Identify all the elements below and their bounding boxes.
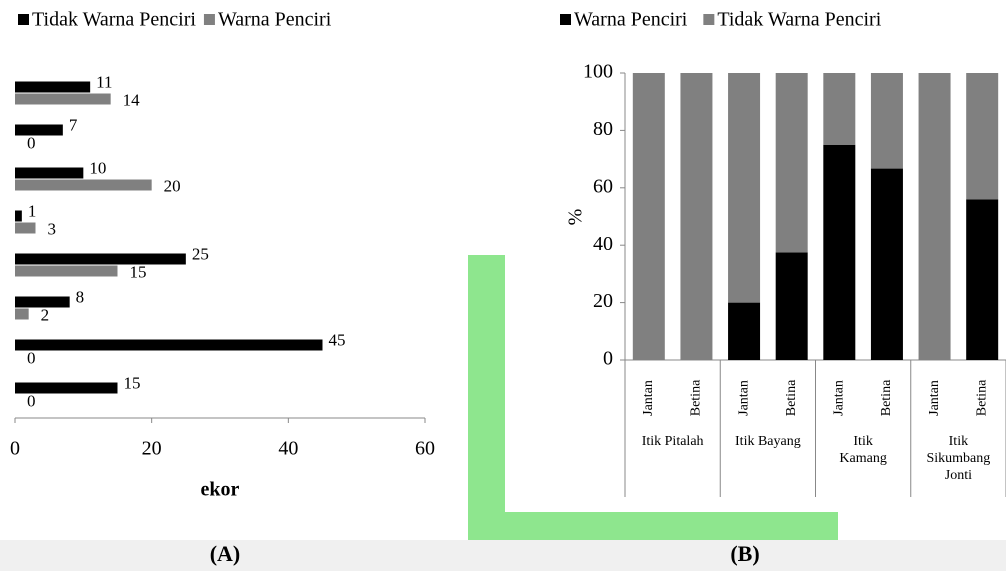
y-tick-label: 20: [593, 290, 613, 312]
bar-segment: [966, 199, 998, 360]
data-label: 1: [28, 201, 37, 220]
group-label: Itik Bayang: [735, 434, 801, 449]
legend-label: Tidak Warna Penciri: [717, 9, 881, 31]
bar: [15, 82, 90, 93]
group-label: Itik Pitalah: [642, 434, 704, 449]
data-label: 14: [123, 90, 140, 109]
caption-band: [0, 540, 1006, 571]
legend-swatch: [204, 14, 215, 25]
bar: [15, 266, 118, 277]
bar: [15, 168, 83, 179]
x-tick-label: Jantan: [832, 380, 847, 416]
data-label: 20: [164, 176, 181, 195]
x-tick-label: 60: [415, 438, 435, 460]
data-label: 45: [329, 330, 346, 349]
y-tick-label: 100: [583, 61, 613, 83]
data-label: 0: [27, 391, 36, 410]
bar-segment: [823, 145, 855, 360]
bar-segment: [966, 73, 998, 199]
x-tick-label: Betina: [879, 379, 894, 416]
caption: (B): [730, 541, 759, 566]
data-label: 8: [76, 287, 85, 306]
bar-segment: [728, 303, 760, 360]
y-tick-label: 40: [593, 233, 613, 255]
bar: [15, 254, 186, 265]
x-tick-label: Betina: [974, 379, 989, 416]
data-label: 7: [69, 115, 78, 134]
y-tick-label: 80: [593, 118, 613, 140]
x-tick-label: Betina: [784, 379, 799, 416]
data-label: 10: [89, 158, 106, 177]
bar: [15, 94, 111, 105]
bar: [15, 211, 22, 222]
bar-segment: [728, 73, 760, 303]
bar: [15, 340, 323, 351]
x-tick-label: 40: [278, 438, 298, 460]
group-label: Itik: [853, 434, 872, 449]
data-label: 25: [192, 244, 209, 263]
bar-segment: [776, 252, 808, 360]
bar-segment: [871, 73, 903, 169]
x-tick-label: 0: [10, 438, 20, 460]
data-label: 2: [41, 305, 50, 324]
x-axis-label: ekor: [201, 479, 240, 501]
figure: (A) (B) Tidak Warna Penciri Warna Penciri…: [0, 0, 1006, 571]
bar-segment: [633, 73, 665, 360]
data-label: 15: [130, 262, 147, 281]
group-label: Jonti: [945, 468, 972, 483]
data-label: 11: [96, 72, 112, 91]
y-axis-label: %: [565, 209, 587, 226]
bar-segment: [919, 73, 951, 360]
x-tick-label: Jantan: [641, 380, 656, 416]
legend-label: Warna Penciri: [574, 9, 688, 31]
group-label: Itik: [949, 434, 968, 449]
data-label: 15: [124, 373, 141, 392]
legend-label: Tidak Warna Penciri: [32, 9, 196, 31]
group-label: Sikumbang: [926, 451, 990, 466]
x-tick-label: Jantan: [736, 380, 751, 416]
bar-segment: [776, 73, 808, 252]
caption: (A): [210, 541, 241, 566]
data-label: 0: [27, 348, 36, 367]
bar-segment: [871, 169, 903, 360]
legend-swatch: [703, 14, 714, 25]
legend-label: Warna Penciri: [218, 9, 332, 31]
bar-segment: [823, 73, 855, 145]
x-tick-label: Betina: [689, 379, 704, 416]
group-label: Kamang: [839, 451, 886, 466]
bar: [15, 309, 29, 320]
data-label: 3: [48, 219, 57, 238]
x-tick-label: Jantan: [927, 380, 942, 416]
bar: [15, 223, 36, 234]
bar: [15, 125, 63, 136]
bar: [15, 180, 152, 191]
y-tick-label: 0: [603, 348, 613, 370]
legend-swatch: [18, 14, 29, 25]
legend-swatch: [560, 14, 571, 25]
data-label: 0: [27, 133, 36, 152]
bar-segment: [680, 73, 712, 360]
y-tick-label: 60: [593, 175, 613, 197]
x-tick-label: 20: [142, 438, 162, 460]
